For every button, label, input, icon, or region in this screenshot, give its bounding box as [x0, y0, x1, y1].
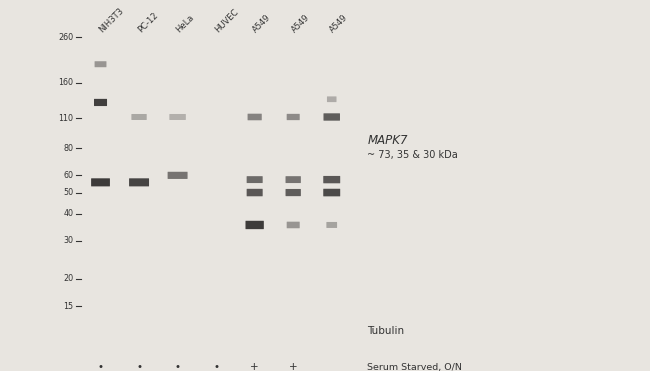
FancyBboxPatch shape: [285, 176, 301, 183]
Text: 80: 80: [64, 144, 73, 153]
Text: A549: A549: [252, 13, 273, 34]
Text: •: •: [98, 362, 103, 371]
Text: •: •: [213, 362, 219, 371]
FancyBboxPatch shape: [94, 99, 107, 106]
Text: •: •: [136, 362, 142, 371]
Text: +: +: [250, 362, 259, 371]
Text: 260: 260: [58, 33, 73, 42]
Text: 30: 30: [64, 236, 73, 245]
FancyBboxPatch shape: [91, 178, 110, 186]
Text: ~ 73, 35 & 30 kDa: ~ 73, 35 & 30 kDa: [367, 150, 458, 160]
Text: +: +: [289, 362, 298, 371]
Text: HUVEC: HUVEC: [213, 7, 240, 34]
Text: A549: A549: [290, 13, 311, 34]
FancyBboxPatch shape: [129, 178, 149, 186]
Text: 60: 60: [64, 171, 73, 180]
FancyBboxPatch shape: [323, 176, 340, 183]
FancyBboxPatch shape: [327, 96, 337, 102]
Text: A549: A549: [328, 13, 350, 34]
FancyBboxPatch shape: [168, 172, 188, 179]
Text: MAPK7: MAPK7: [367, 134, 408, 147]
FancyBboxPatch shape: [170, 114, 186, 120]
Text: 20: 20: [63, 275, 73, 283]
Text: •: •: [175, 362, 181, 371]
Text: Serum Starved, O/N: Serum Starved, O/N: [367, 363, 462, 371]
FancyBboxPatch shape: [95, 61, 107, 67]
Text: 40: 40: [64, 209, 73, 218]
Text: 160: 160: [58, 78, 73, 88]
FancyBboxPatch shape: [246, 189, 263, 196]
Text: NIH3T3: NIH3T3: [98, 6, 125, 34]
FancyBboxPatch shape: [323, 189, 340, 196]
FancyBboxPatch shape: [285, 189, 301, 196]
FancyBboxPatch shape: [287, 114, 300, 120]
FancyBboxPatch shape: [324, 113, 340, 121]
FancyBboxPatch shape: [248, 114, 262, 120]
FancyBboxPatch shape: [246, 176, 263, 183]
Text: 110: 110: [58, 114, 73, 123]
Text: PC-12: PC-12: [136, 10, 159, 34]
Text: Tubulin: Tubulin: [367, 326, 404, 336]
Text: 50: 50: [63, 188, 73, 197]
Text: HeLa: HeLa: [174, 13, 196, 34]
FancyBboxPatch shape: [246, 221, 264, 229]
Text: 15: 15: [63, 302, 73, 311]
FancyBboxPatch shape: [131, 114, 147, 120]
FancyBboxPatch shape: [287, 221, 300, 228]
FancyBboxPatch shape: [326, 222, 337, 228]
